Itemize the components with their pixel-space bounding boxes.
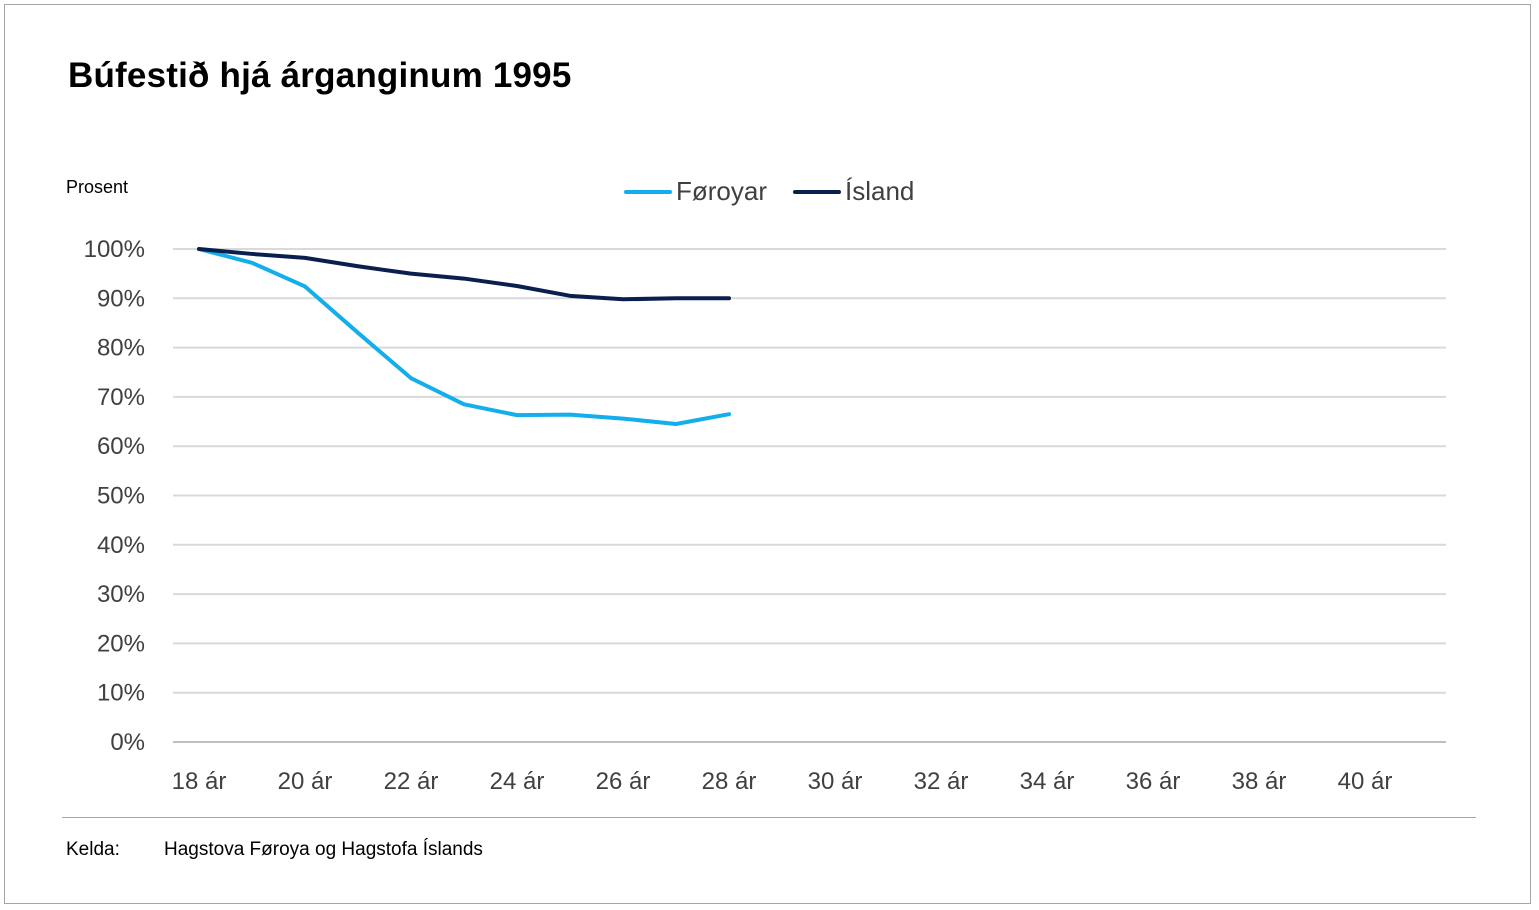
legend-swatch-foroyar <box>624 189 672 194</box>
legend-item-island: Ísland <box>793 176 914 207</box>
chart-title: Búfestið hjá árganginum 1995 <box>68 56 572 95</box>
y-tick-label: 80% <box>97 335 145 362</box>
y-axis-label: Prosent <box>66 177 129 197</box>
x-tick-label: 20 ár <box>278 768 333 795</box>
y-tick-label: 70% <box>97 384 145 411</box>
x-tick-labels: 18 ár 20 ár 22 ár 24 ár 26 ár 28 ár 30 ár 32 ár… <box>172 768 1393 795</box>
x-tick-label: 36 ár <box>1126 768 1181 795</box>
y-tick-label: 60% <box>97 433 145 460</box>
x-tick-label: 40 ár <box>1338 768 1393 795</box>
x-tick-label: 24 ár <box>490 768 545 795</box>
legend-item-foroyar: Føroyar <box>624 176 767 207</box>
y-tick-label: 40% <box>97 532 145 559</box>
footer-divider <box>62 817 1476 818</box>
y-tick-label: 10% <box>97 680 145 707</box>
source-text: Hagstova Føroya og Hagstofa Íslands <box>164 839 483 860</box>
series-lines <box>197 247 731 427</box>
legend-swatch-island <box>793 189 841 194</box>
x-tick-label: 28 ár <box>702 768 757 795</box>
y-tick-label: 50% <box>97 483 145 510</box>
x-tick-label: 30 ár <box>808 768 863 795</box>
x-tick-label: 18 ár <box>172 768 227 795</box>
x-tick-label: 26 ár <box>596 768 651 795</box>
legend-label-island: Ísland <box>845 176 915 206</box>
x-tick-label: 38 ár <box>1232 768 1287 795</box>
gridlines <box>173 248 1446 743</box>
y-tick-label: 0% <box>110 729 145 756</box>
y-tick-label: 90% <box>97 285 145 312</box>
source-label: Kelda: <box>66 839 120 860</box>
x-tick-label: 22 ár <box>384 768 439 795</box>
legend-label-foroyar: Føroyar <box>676 176 767 206</box>
chart-frame <box>4 4 1531 904</box>
y-tick-label: 30% <box>97 581 145 608</box>
legend: Føroyar Ísland <box>624 176 940 207</box>
x-tick-label: 34 ár <box>1020 768 1075 795</box>
y-tick-label: 100% <box>84 236 145 263</box>
x-tick-label: 32 ár <box>914 768 969 795</box>
y-tick-labels: 0% 10% 20% 30% 40% 50% 60% 70% 80% 90% 100% <box>84 236 145 756</box>
y-tick-label: 20% <box>97 630 145 657</box>
